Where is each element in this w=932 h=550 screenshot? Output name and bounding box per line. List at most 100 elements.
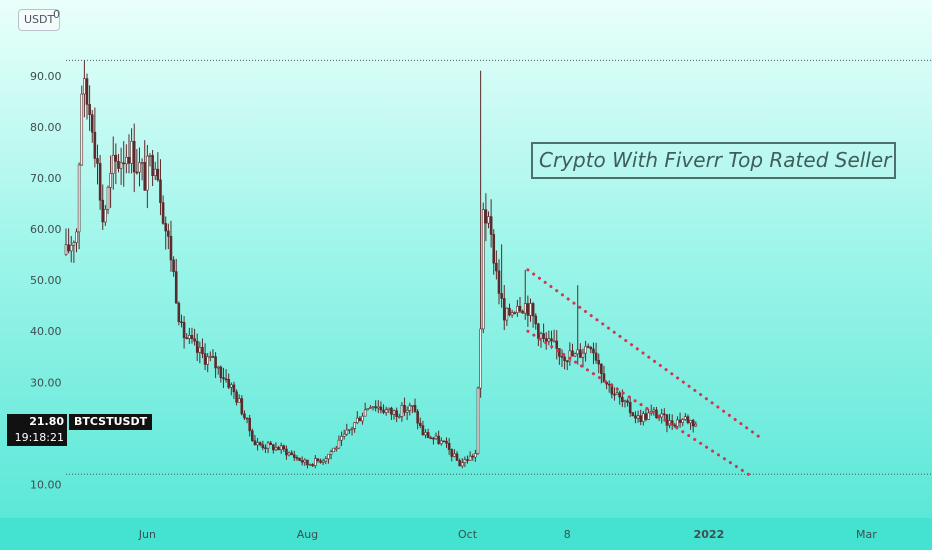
candle-body (382, 409, 385, 413)
descending-channel (526, 268, 763, 476)
candle-body (552, 340, 556, 343)
candle-body (143, 162, 147, 191)
candle-body (542, 333, 545, 339)
candle-body (474, 453, 477, 458)
candle-body (565, 360, 569, 363)
candle-body (426, 432, 430, 439)
candle-body (497, 270, 501, 294)
candle-body (96, 158, 99, 164)
candle-body (492, 234, 496, 264)
candle-body (589, 347, 593, 350)
candle-body (206, 356, 210, 365)
candle-body (366, 408, 370, 411)
candle-body (647, 412, 650, 420)
candle-body (437, 435, 440, 444)
last-price-label: 21.80 (7, 414, 67, 430)
candle-body (379, 406, 383, 411)
candle-body (88, 104, 91, 115)
candle-body (655, 409, 658, 419)
candle-body (90, 114, 94, 133)
candle-body (222, 377, 225, 380)
candles (64, 60, 698, 469)
candle-body (621, 396, 624, 402)
candle-body (678, 419, 682, 423)
time-axis: Jun Aug Oct 8 2022 Mar (0, 518, 932, 550)
candle-body (219, 366, 223, 378)
candle-body (245, 417, 249, 420)
candle-body (644, 413, 648, 420)
candle-body (584, 346, 587, 354)
candle-body (98, 163, 102, 201)
candle-body (600, 363, 603, 374)
candle-body (130, 140, 133, 164)
candle-body (550, 338, 553, 342)
candle-body (639, 415, 643, 422)
candle-body (500, 293, 503, 299)
candle-body (180, 321, 183, 324)
chart-annotation[interactable]: Crypto With Fiverr Top Rated Seller (531, 142, 896, 179)
candle-body (80, 93, 84, 166)
candle-body (224, 378, 228, 381)
candle-body (345, 429, 349, 435)
candle-body (185, 337, 189, 340)
y-tick-label: 70.00 (30, 172, 62, 185)
candle-body (691, 420, 695, 427)
candle-body (203, 353, 207, 365)
candle-body (319, 460, 322, 463)
candle-body (350, 428, 354, 430)
candle-body (156, 168, 160, 181)
candle-body (634, 415, 637, 419)
candle-body (526, 303, 530, 316)
candle-body (576, 349, 580, 355)
candle-body (390, 407, 393, 415)
candle-body (295, 457, 299, 459)
candle-body (214, 356, 217, 369)
candle-body (93, 131, 97, 159)
candle-body (529, 303, 532, 316)
candle-body (421, 425, 425, 436)
candle-body (594, 352, 598, 361)
candle-body (489, 216, 493, 235)
candle-body (400, 405, 404, 417)
candle-body (104, 209, 107, 223)
candle-body (686, 416, 690, 424)
currency-unit-button[interactable]: USDT (18, 9, 61, 31)
candle-body (418, 422, 422, 426)
candle-body (287, 452, 291, 456)
candle-body (256, 442, 259, 446)
candle-body (445, 440, 448, 444)
candle-body (405, 410, 409, 413)
candle-body (413, 405, 417, 412)
candle-body (558, 348, 561, 357)
candle-body (453, 453, 456, 457)
candle-body (190, 335, 194, 340)
candle-body (83, 78, 86, 95)
candle-body (261, 444, 265, 449)
candle-body (332, 447, 335, 453)
candle-body (547, 338, 551, 342)
candle-body (495, 262, 498, 272)
y-tick-label: 50.00 (30, 274, 62, 287)
candle-body (663, 413, 666, 416)
candle-body (374, 406, 377, 409)
candle-body (146, 155, 149, 191)
candle-body (159, 179, 162, 203)
y-tick-label: 10.00 (30, 478, 62, 491)
candle-body (193, 338, 196, 342)
candle-body (544, 338, 548, 342)
candle-body (177, 302, 181, 323)
candle-body (266, 442, 270, 449)
candle-body (684, 416, 687, 420)
candle-body (358, 417, 362, 422)
candle-body (424, 432, 427, 436)
candle-body (243, 413, 246, 419)
candle-body (673, 424, 677, 427)
candle-body (442, 440, 446, 443)
candle-body (458, 460, 461, 467)
candle-body (253, 440, 257, 446)
candle-body (487, 216, 490, 224)
candle-body (161, 202, 165, 224)
candle-body (195, 340, 199, 353)
candle-body (450, 449, 454, 457)
